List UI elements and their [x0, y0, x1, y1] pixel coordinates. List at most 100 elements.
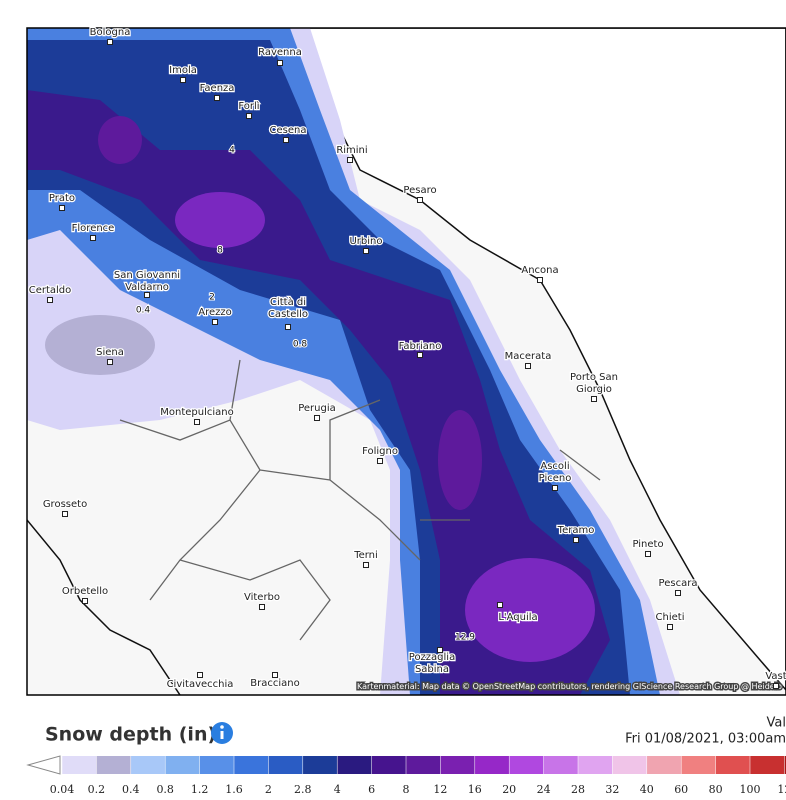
city-label: Florence	[72, 223, 115, 234]
city-dot	[675, 590, 681, 596]
colorbar-label: 0.8	[156, 783, 174, 796]
city-dot	[107, 39, 113, 45]
city-label: Città di	[270, 296, 306, 308]
contour-label: 8	[217, 246, 223, 256]
colorbar-label: 2	[265, 783, 272, 796]
colorbar-label: 12	[777, 783, 786, 796]
city-label: Fabriano	[399, 341, 442, 352]
snow-grey	[45, 315, 155, 375]
city-dot	[573, 537, 579, 543]
contour-label: 12.9	[455, 633, 475, 643]
city-dot	[645, 551, 651, 557]
city-dot	[246, 113, 252, 119]
city-label: Valdarno	[125, 282, 169, 293]
city-label: Viterbo	[244, 592, 280, 603]
city-dot	[277, 60, 283, 66]
city-dot	[82, 598, 88, 604]
colorbar-segment	[96, 756, 131, 774]
colorbar-segment	[578, 756, 613, 774]
colorbar-label: 2.8	[294, 783, 312, 796]
city-label: Urbino	[349, 236, 382, 247]
colorbar-label: 28	[571, 783, 585, 796]
colorbar-segment	[62, 756, 97, 774]
city-dot	[314, 415, 320, 421]
colorbar-segment	[750, 756, 785, 774]
city-dot	[62, 511, 68, 517]
colorbar-segment	[612, 756, 647, 774]
snow-violet	[175, 192, 265, 248]
city-label: Pozzaglia	[409, 652, 455, 663]
city-dot	[285, 324, 291, 330]
colorbar-segment	[715, 756, 750, 774]
city-label: Pineto	[632, 539, 663, 550]
city-label: Perugia	[298, 403, 336, 414]
city-label: Arezzo	[198, 307, 232, 318]
attribution: Kartenmaterial: Map data © OpenStreetMap…	[357, 682, 782, 691]
colorbar-segment	[371, 756, 406, 774]
info-icon[interactable]	[211, 722, 233, 744]
legend-title: Snow depth (in)	[45, 724, 216, 746]
city-dot	[591, 396, 597, 402]
city-dot	[417, 197, 423, 203]
snow-violet	[465, 558, 595, 662]
contour-label: 0.4	[136, 306, 151, 316]
colorbar-label: 1.6	[225, 783, 243, 796]
colorbar-label: 16	[468, 783, 482, 796]
border	[119, 359, 601, 641]
city-dot	[417, 352, 423, 358]
city-dot	[59, 205, 65, 211]
colorbar-label: 40	[640, 783, 654, 796]
city-label: Rimini	[336, 145, 367, 156]
colorbar-segment	[130, 756, 166, 774]
colorbar-segment	[784, 756, 786, 774]
city-dot	[552, 485, 558, 491]
city-label: Pesaro	[403, 185, 436, 196]
colorbar-segment	[268, 756, 303, 774]
colorbar-label: 32	[605, 783, 619, 796]
colorbar-label: 100	[740, 783, 761, 796]
city-dot	[497, 602, 503, 608]
city-dot	[272, 672, 278, 678]
city-label: Chieti	[656, 612, 685, 623]
city-label: Porto San	[570, 372, 618, 383]
colorbar-segment	[509, 756, 544, 774]
colorbar-label: 12	[433, 783, 447, 796]
city-label: Certaldo	[29, 285, 72, 296]
city-dot	[363, 248, 369, 254]
info-glyph	[220, 731, 224, 739]
city-dot	[180, 77, 186, 83]
city-label: Ravenna	[258, 47, 302, 58]
colorbar-segment	[543, 756, 578, 774]
valid-label: Val	[767, 716, 786, 731]
colorbar-segment	[165, 756, 200, 774]
city-label: Piceno	[539, 473, 572, 484]
city-label: Bologna	[90, 27, 131, 38]
contour-label: 0.8	[293, 340, 308, 350]
colorbar-arrow	[26, 755, 61, 775]
colorbar-segment	[681, 756, 716, 774]
city-dot	[212, 319, 218, 325]
city-dot	[537, 277, 543, 283]
coast	[27, 519, 181, 695]
contour-label: 4	[229, 146, 235, 156]
city-dot	[283, 137, 289, 143]
city-dot	[214, 95, 220, 101]
city-label: Macerata	[505, 351, 552, 362]
city-dot	[667, 624, 673, 630]
city-label: Terni	[353, 550, 378, 561]
colorbar-segment	[646, 756, 682, 774]
colorbar-segment	[234, 756, 269, 774]
colorbar-label: 4	[334, 783, 341, 796]
city-label: Civitavecchia	[167, 679, 234, 690]
colorbar-segment	[474, 756, 510, 774]
colorbar-label: 20	[502, 783, 516, 796]
city-dot	[377, 458, 383, 464]
map-frame	[26, 27, 786, 696]
colorbar-segment	[406, 756, 441, 774]
snow-purple	[27, 90, 610, 695]
map	[27, 28, 786, 695]
city-label: L'Aquila	[498, 612, 537, 623]
colorbar-label: 0.2	[88, 783, 106, 796]
city-label: San Giovanni	[114, 270, 180, 281]
